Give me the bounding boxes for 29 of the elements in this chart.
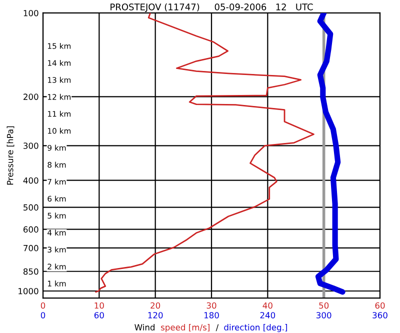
chart-title: PROSTEJOV (11747) 05-09-2006 12 UTC bbox=[110, 3, 313, 12]
x2-tick-label: 60 bbox=[94, 312, 104, 318]
x-tick-label: 60 bbox=[375, 302, 385, 309]
text: direction [deg.] bbox=[224, 324, 287, 332]
y-tick-label: 1000 bbox=[18, 288, 38, 294]
y-tick-label: 700 bbox=[24, 244, 38, 252]
x-tick-label: 50 bbox=[319, 302, 329, 309]
x2-tick-label: 360 bbox=[372, 312, 388, 318]
y-tick-label: 200 bbox=[24, 94, 38, 100]
text: / bbox=[216, 324, 219, 332]
y-tick-label: 500 bbox=[24, 204, 38, 211]
y-axis-title: Pressure [hPa] bbox=[6, 126, 14, 185]
x2-tick-label: 120 bbox=[148, 312, 163, 318]
x-tick-label: 20 bbox=[150, 302, 160, 309]
y-tick-label: 600 bbox=[24, 226, 38, 233]
y-tick-label: 300 bbox=[24, 142, 38, 149]
x2-tick-label: 180 bbox=[204, 312, 219, 318]
x2-tick-label: 240 bbox=[260, 312, 276, 318]
y-tick-label: 400 bbox=[23, 177, 38, 184]
y-tick-label: 100 bbox=[24, 10, 38, 16]
y-tick-label: 850 bbox=[23, 268, 38, 275]
x-tick-label: 10 bbox=[94, 302, 104, 309]
x-axis-title: Wind bbox=[134, 324, 154, 330]
x-tick-label: 0 bbox=[40, 302, 46, 309]
x-tick-label: 40 bbox=[262, 302, 272, 309]
text: speed [m/s] bbox=[161, 324, 210, 332]
x-tick-label: 30 bbox=[206, 302, 216, 309]
x2-tick-label: 300 bbox=[316, 312, 332, 318]
x2-tick-label: 0 bbox=[40, 312, 46, 318]
